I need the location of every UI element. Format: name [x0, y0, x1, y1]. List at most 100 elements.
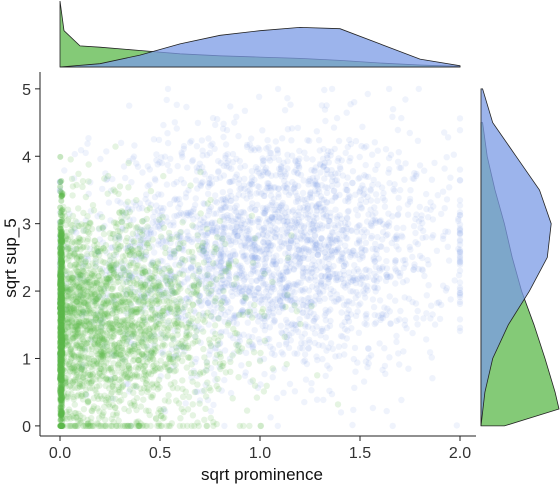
scatter-point	[216, 288, 223, 295]
scatter-point	[56, 297, 64, 305]
scatter-point	[237, 310, 244, 317]
scatter-point	[345, 220, 352, 227]
scatter-point	[167, 254, 174, 261]
scatter-point	[238, 219, 246, 227]
scatter-point	[278, 284, 285, 291]
scatter-point	[147, 229, 154, 236]
scatter-point	[125, 184, 132, 191]
scatter-point	[161, 397, 169, 404]
scatter-point	[56, 187, 64, 195]
scatter-point	[434, 299, 441, 307]
scatter-point	[385, 154, 393, 162]
scatter-point	[310, 317, 317, 325]
scatter-point	[137, 226, 144, 233]
scatter-point	[274, 146, 281, 153]
scatter-point	[183, 295, 190, 302]
scatter-point	[456, 257, 464, 265]
scatter-point	[414, 321, 421, 328]
scatter-point	[115, 361, 122, 369]
scatter-point	[306, 176, 313, 183]
scatter-point	[423, 310, 430, 317]
scatter-point	[282, 213, 289, 220]
scatter-point	[261, 242, 268, 249]
scatter-point	[297, 279, 304, 287]
scatter-point	[151, 332, 158, 339]
scatter-point	[169, 332, 176, 340]
scatter-point	[244, 258, 251, 265]
scatter-point	[177, 259, 184, 266]
scatter-point	[456, 212, 464, 219]
scatter-point	[346, 248, 353, 256]
scatter-point	[155, 264, 162, 271]
scatter-point	[179, 261, 186, 268]
scatter-point	[252, 254, 260, 261]
scatter-point	[302, 376, 310, 383]
scatter-point	[346, 136, 353, 144]
scatter-point	[314, 372, 321, 379]
scatter-point	[365, 211, 372, 218]
scatter-point	[215, 157, 222, 165]
scatter-point	[395, 211, 402, 218]
scatter-point	[201, 252, 208, 260]
scatter-point	[202, 240, 209, 248]
scatter-point	[303, 238, 311, 245]
scatter-point	[334, 236, 341, 243]
scatter-point	[148, 261, 155, 269]
scatter-point	[275, 165, 283, 173]
scatter-point	[295, 320, 302, 327]
scatter-point	[111, 353, 118, 360]
scatter-point	[176, 211, 183, 218]
scatter-point	[243, 234, 250, 242]
scatter-point	[227, 103, 234, 110]
scatter-point	[131, 239, 138, 246]
scatter-point	[208, 265, 216, 272]
scatter-point	[273, 252, 280, 259]
scatter-point	[121, 211, 128, 218]
scatter-point	[254, 261, 262, 269]
scatter-point	[291, 168, 298, 176]
scatter-point	[288, 297, 295, 304]
scatter-point	[100, 259, 107, 266]
scatter-point	[321, 206, 328, 213]
scatter-point	[248, 204, 256, 211]
scatter-point	[394, 269, 402, 276]
scatter-point	[253, 277, 260, 284]
scatter-point	[252, 246, 259, 253]
scatter-point	[255, 245, 263, 252]
scatter-point	[334, 213, 341, 220]
scatter-point	[77, 275, 84, 283]
scatter-point	[315, 258, 323, 265]
scatter-point	[410, 266, 417, 273]
scatter-point	[184, 324, 191, 331]
scatter-point	[294, 170, 302, 177]
scatter-point	[255, 93, 263, 101]
scatter-point	[310, 265, 317, 272]
scatter-point	[186, 237, 193, 244]
scatter-point	[230, 281, 238, 288]
scatter-point	[194, 232, 201, 239]
scatter-point	[136, 241, 143, 248]
scatter-point	[211, 322, 219, 329]
scatter-point	[336, 257, 343, 264]
scatter-point	[362, 161, 369, 169]
scatter-point	[288, 306, 295, 313]
scatter-point	[311, 244, 318, 251]
scatter-point	[238, 345, 246, 352]
scatter-point	[324, 276, 332, 283]
scatter-point	[251, 291, 259, 299]
scatter-point	[340, 301, 348, 309]
scatter-point	[304, 299, 312, 306]
scatter-point	[203, 422, 210, 430]
scatter-point	[186, 296, 194, 303]
scatter-point	[288, 321, 295, 329]
scatter-point	[140, 330, 148, 337]
scatter-point	[135, 357, 142, 364]
scatter-point	[282, 250, 289, 257]
scatter-point	[317, 161, 324, 169]
scatter-point	[247, 240, 254, 247]
scatter-point	[320, 288, 327, 295]
scatter-point	[242, 290, 249, 298]
scatter-point	[104, 190, 111, 197]
scatter-point	[109, 244, 116, 251]
scatter-point	[277, 272, 285, 280]
